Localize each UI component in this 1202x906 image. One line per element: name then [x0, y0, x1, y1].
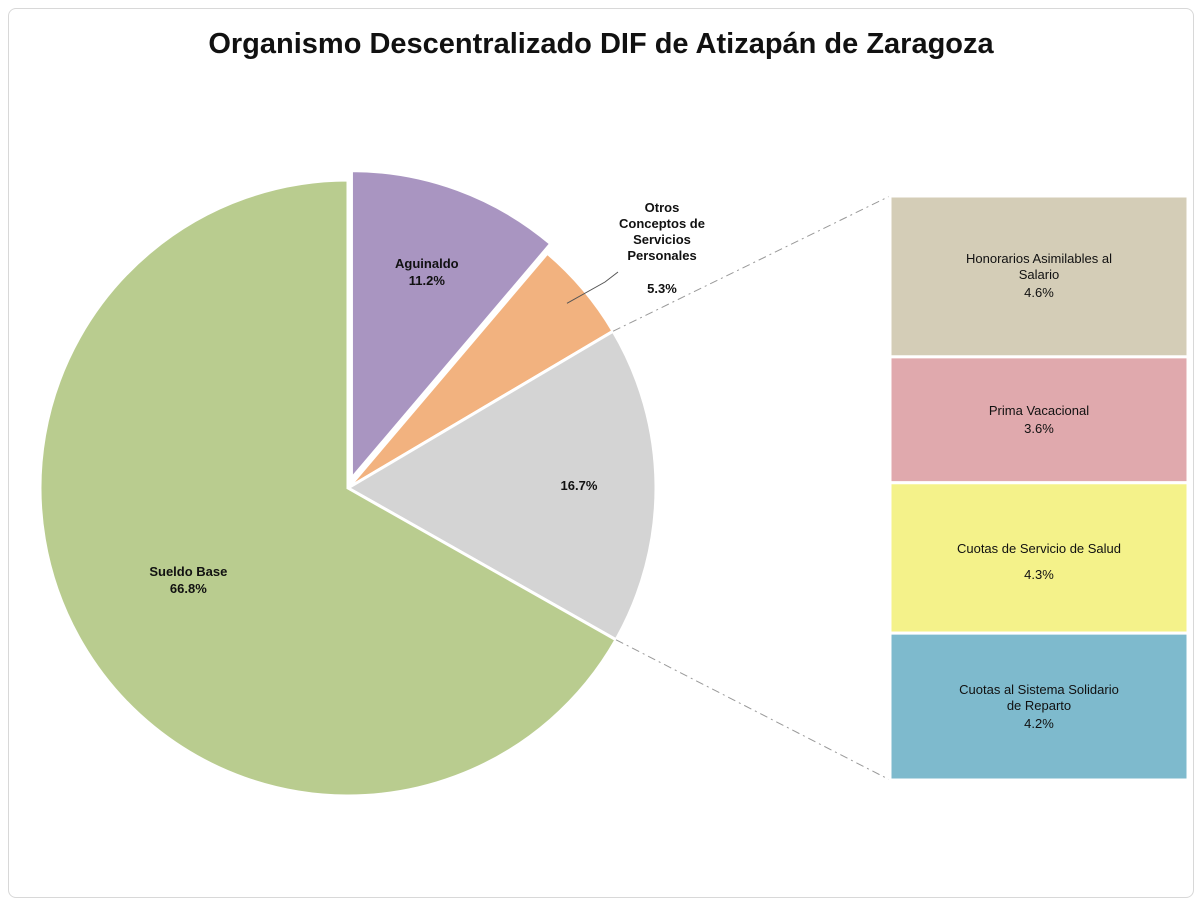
slice-value-label: 66.8% [169, 581, 207, 597]
segment-value-label: 3.6% [1024, 420, 1054, 436]
pie-slice [349, 169, 553, 483]
segment-value-label: 4.2% [1024, 715, 1054, 731]
frame [8, 8, 1194, 898]
slice-value-label: 16.7% [560, 477, 598, 493]
bar-segment [888, 194, 1190, 359]
slice-label: Otros Conceptos de Servicios Personales [619, 200, 705, 263]
pie-slice [345, 329, 658, 642]
bar-segment [888, 481, 1190, 635]
bar-segment [888, 355, 1190, 485]
slice-value-label: 5.3% [647, 281, 677, 296]
leader-line [566, 271, 619, 304]
segment-label: Cuotas al Sistema Solidario de Reparto [959, 681, 1119, 713]
segment-label: Honorarios Asimilables al Salario [966, 251, 1112, 283]
bar-segment [888, 631, 1190, 782]
segment-value-label: 4.3% [1024, 566, 1054, 582]
slice-label: Sueldo Base [149, 564, 228, 580]
chart-title: Organismo Descentralizado DIF de Atizapá… [208, 28, 994, 60]
connector-line [615, 639, 891, 781]
segment-label: Cuotas de Servicio de Salud [956, 540, 1122, 556]
slice-label: Aguinaldo [395, 256, 459, 272]
connector-line [612, 195, 891, 332]
segment-label: Prima Vacacional [988, 402, 1090, 418]
pie-slice [38, 178, 619, 798]
segment-value-label: 4.6% [1024, 285, 1054, 301]
slice-value-label: 11.2% [408, 273, 445, 289]
